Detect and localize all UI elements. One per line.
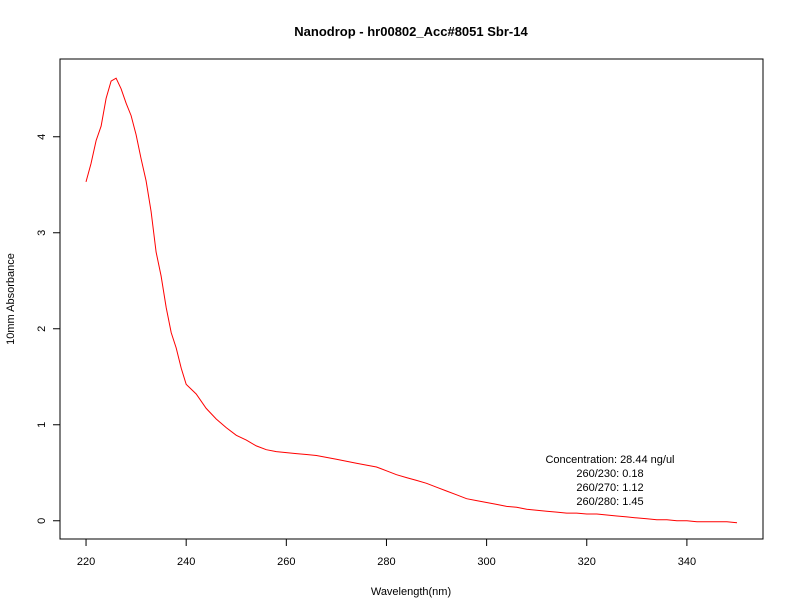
chart-title: Nanodrop - hr00802_Acc#8051 Sbr-14 bbox=[294, 24, 528, 39]
y-tick-label: 3 bbox=[36, 230, 48, 236]
y-axis-label: 10mm Absorbance bbox=[5, 253, 17, 345]
x-tick-label: 300 bbox=[477, 556, 495, 568]
y-axis: 0 1 2 3 4 bbox=[36, 134, 60, 524]
x-tick-label: 340 bbox=[678, 556, 696, 568]
x-tick-label: 240 bbox=[177, 556, 195, 568]
x-tick-label: 220 bbox=[77, 556, 95, 568]
y-tick-label: 4 bbox=[36, 134, 48, 140]
x-tick-label: 260 bbox=[277, 556, 295, 568]
y-tick-label: 1 bbox=[36, 422, 48, 428]
annotation-ratio-260-230: 260/230: 0.18 bbox=[576, 468, 643, 480]
annotation-concentration: Concentration: 28.44 ng/ul bbox=[545, 454, 674, 466]
x-tick-label: 320 bbox=[578, 556, 596, 568]
absorbance-series-line bbox=[85, 77, 738, 524]
x-axis-label: Wavelength(nm) bbox=[371, 586, 451, 598]
x-tick-label: 280 bbox=[377, 556, 395, 568]
annotation-ratio-260-270: 260/270: 1.12 bbox=[576, 482, 643, 494]
y-tick-label: 0 bbox=[36, 518, 48, 524]
x-axis: 220 240 260 280 300 320 340 bbox=[77, 539, 696, 568]
y-tick-label: 2 bbox=[36, 326, 48, 332]
annotation-ratio-260-280: 260/280: 1.45 bbox=[576, 496, 643, 508]
plot-frame bbox=[59, 58, 764, 540]
